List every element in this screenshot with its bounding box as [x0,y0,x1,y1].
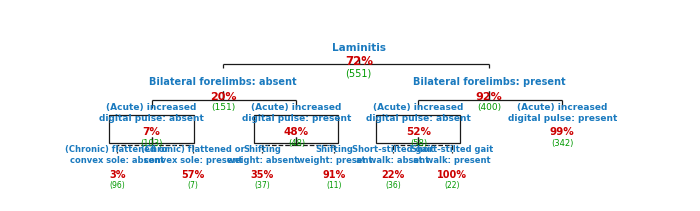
Text: (342): (342) [551,139,573,148]
Text: 91%: 91% [323,170,346,180]
Text: (11): (11) [327,181,342,190]
Text: (Acute) increased
digital pulse: absent: (Acute) increased digital pulse: absent [99,103,204,123]
Text: 7%: 7% [143,127,160,137]
Text: 35%: 35% [251,170,274,180]
Text: (22): (22) [444,181,460,190]
Text: 3%: 3% [109,170,125,180]
Text: Shifting
weight: absent: Shifting weight: absent [227,145,298,165]
Text: 52%: 52% [406,127,431,137]
Text: 92%: 92% [475,92,503,102]
Text: (400): (400) [477,103,501,112]
Text: Bilateral forelimbs: absent: Bilateral forelimbs: absent [149,77,297,87]
Text: Shifting
weight: present: Shifting weight: present [297,145,372,165]
Text: 22%: 22% [382,170,405,180]
Text: (48): (48) [288,139,305,148]
Text: 20%: 20% [210,92,237,102]
Text: Short-stilted gait
at walk: present: Short-stilted gait at walk: present [411,145,494,165]
Text: (58): (58) [410,139,427,148]
Text: (96): (96) [109,181,125,190]
Text: (7): (7) [188,181,199,190]
Text: 48%: 48% [284,127,309,137]
Text: (Acute) increased
digital pulse: absent: (Acute) increased digital pulse: absent [366,103,471,123]
Text: (Chronic) flattened or
convex sole: present: (Chronic) flattened or convex sole: pres… [141,145,245,165]
Text: 100%: 100% [437,170,467,180]
Text: (36): (36) [385,181,401,190]
Text: (Chronic) flattened or
convex sole: absent: (Chronic) flattened or convex sole: abse… [66,145,169,165]
Text: 57%: 57% [182,170,205,180]
Text: (Acute) increased
digital pulse: present: (Acute) increased digital pulse: present [241,103,351,123]
Text: (151): (151) [211,103,235,112]
Text: Laminitis: Laminitis [332,43,386,53]
Text: Bilateral forelimbs: present: Bilateral forelimbs: present [412,77,566,87]
Text: (37): (37) [254,181,270,190]
Text: 72%: 72% [344,55,372,68]
Text: Short-stilted gait
at walk: absent: Short-stilted gait at walk: absent [352,145,434,165]
Text: (551): (551) [346,68,372,78]
Text: (103): (103) [140,139,162,148]
Text: 99%: 99% [550,127,575,137]
Text: (Acute) increased
digital pulse: present: (Acute) increased digital pulse: present [508,103,617,123]
